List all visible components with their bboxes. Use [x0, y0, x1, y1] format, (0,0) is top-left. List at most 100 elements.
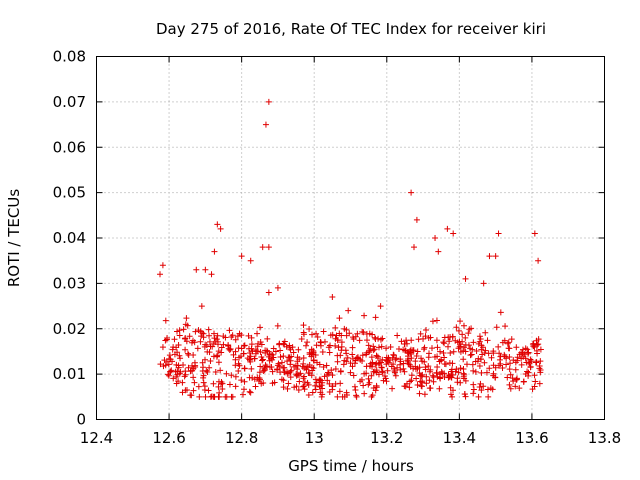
data-point: [472, 358, 479, 365]
data-point: [408, 337, 415, 344]
data-point: [214, 332, 221, 339]
data-point: [468, 351, 475, 358]
data-point: [457, 365, 464, 372]
data-point: [174, 328, 181, 335]
x-tick-labels: 12.4 12.6 12.8 13 13.2 13.4 13.6 13.8: [80, 429, 621, 447]
data-point: [365, 381, 372, 388]
data-point: [329, 372, 336, 379]
data-point: [329, 331, 336, 338]
data-point: [254, 374, 261, 381]
data-point: [497, 309, 504, 316]
data-point: [293, 371, 300, 378]
data-point: [238, 377, 245, 384]
data-point: [194, 345, 201, 352]
data-point: [477, 356, 484, 363]
data-point: [527, 363, 534, 370]
data-point: [180, 361, 187, 368]
data-point: [278, 376, 285, 383]
data-point: [336, 315, 343, 322]
data-point: [427, 334, 434, 341]
data-point: [459, 338, 466, 345]
data-point: [492, 364, 499, 371]
data-point: [479, 351, 486, 358]
data-point: [332, 366, 339, 373]
data-point: [304, 339, 311, 346]
data-point: [240, 342, 247, 349]
data-point: [202, 266, 209, 273]
data-point: [325, 344, 332, 351]
data-point: [412, 358, 419, 365]
data-point: [300, 329, 307, 336]
data-point: [295, 387, 302, 394]
data-point: [518, 361, 525, 368]
data-point: [188, 392, 195, 399]
data-point: [506, 366, 513, 373]
data-point: [314, 334, 321, 341]
data-point: [287, 368, 294, 375]
data-point: [482, 329, 489, 336]
data-point: [317, 383, 324, 390]
data-point: [239, 391, 246, 398]
data-point: [228, 393, 235, 400]
data-point: [418, 382, 425, 389]
data-point: [246, 388, 253, 395]
data-point: [226, 347, 233, 354]
data-point: [478, 387, 485, 394]
data-point: [324, 377, 331, 384]
data-point: [301, 386, 308, 393]
data-point: [210, 340, 217, 347]
data-point: [272, 348, 279, 355]
data-point: [499, 339, 506, 346]
data-point: [484, 386, 491, 393]
data-point: [419, 371, 426, 378]
data-point: [469, 346, 476, 353]
data-point: [360, 382, 367, 389]
data-point: [252, 350, 259, 357]
data-point: [524, 346, 531, 353]
data-point: [214, 221, 221, 228]
data-point: [232, 373, 239, 380]
y-axis-label: ROTI / TECUs: [5, 189, 23, 287]
data-point: [461, 390, 468, 397]
data-point: [265, 289, 272, 296]
data-point: [504, 374, 511, 381]
data-point: [303, 342, 310, 349]
data-point: [391, 369, 398, 376]
data-point: [395, 346, 402, 353]
data-point: [217, 367, 224, 374]
data-point: [285, 354, 292, 361]
data-point: [337, 352, 344, 359]
data-point: [294, 354, 301, 361]
data-point: [247, 257, 254, 264]
data-point: [408, 372, 415, 379]
data-point: [375, 371, 382, 378]
data-point: [352, 386, 359, 393]
data-point: [496, 356, 503, 363]
data-point: [186, 333, 193, 340]
data-point: [173, 380, 180, 387]
x-axis-label: GPS time / hours: [288, 457, 414, 475]
data-point: [452, 368, 459, 375]
data-point: [431, 354, 438, 361]
data-point: [284, 385, 291, 392]
data-point: [377, 303, 384, 310]
data-point: [481, 359, 488, 366]
data-point: [199, 368, 206, 375]
data-point: [300, 375, 307, 382]
data-point: [503, 355, 510, 362]
data-point: [534, 341, 541, 348]
data-point: [383, 378, 390, 385]
data-point: [512, 359, 519, 366]
data-point: [455, 327, 462, 334]
data-point: [426, 350, 433, 357]
data-point: [182, 335, 189, 342]
data-point: [265, 244, 272, 251]
data-point: [228, 372, 235, 379]
data-point: [390, 351, 397, 358]
data-point: [343, 326, 350, 333]
data-point: [433, 369, 440, 376]
data-point: [332, 324, 339, 331]
data-point: [193, 266, 200, 273]
data-point: [283, 343, 290, 350]
plot-frame: [96, 56, 605, 420]
